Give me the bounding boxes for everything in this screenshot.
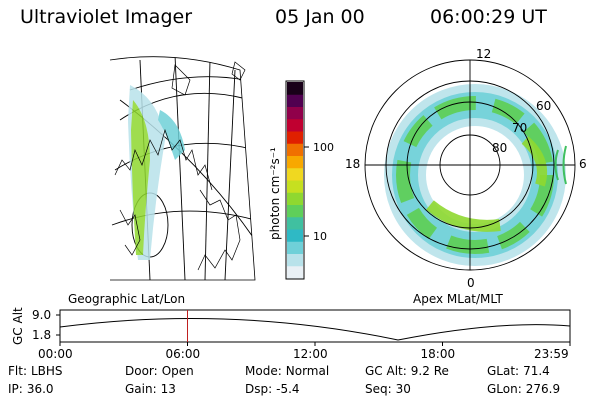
observation-time: 06:00:29 UT <box>430 6 547 28</box>
colorbar-segment <box>287 253 303 267</box>
right-panel-caption: Apex MLat/MLT <box>413 292 503 306</box>
altitude-plot <box>56 309 571 343</box>
observation-date: 05 Jan 00 <box>275 6 365 28</box>
ip-field: IP: 36.0 <box>8 382 54 396</box>
door-field: Door: Open <box>125 364 194 378</box>
alt-x-tick-label: 12:00 <box>293 347 328 361</box>
colorbar-segment <box>287 131 303 144</box>
colorbar-segment <box>287 118 303 132</box>
gain-field: Gain: 13 <box>125 382 176 396</box>
mlt-label-12: 12 <box>476 47 491 61</box>
colorbar-segment <box>287 106 303 120</box>
colorbar-segment <box>287 143 303 156</box>
colorbar-segment <box>287 204 303 218</box>
colorbar-segment <box>287 229 303 242</box>
mlt-label-0: 0 <box>467 276 475 290</box>
mlt-label-6: 6 <box>579 157 587 171</box>
alt-tick-high: 9.0 <box>32 308 51 322</box>
glat-field: GLat: 71.4 <box>487 364 550 378</box>
colorbar-segment <box>287 167 303 181</box>
colorbar-segment <box>287 82 303 95</box>
app-title: Ultraviolet Imager <box>20 6 193 28</box>
mode-field: Mode: Normal <box>245 364 330 378</box>
lat-label-60: 60 <box>536 99 551 113</box>
color-scale-bar <box>285 80 309 280</box>
alt-x-tick-label: 00:00 <box>38 347 73 361</box>
seq-field: Seq: 30 <box>365 382 411 396</box>
alt-tick-low: 1.8 <box>32 328 51 342</box>
colorbar-segment <box>287 241 303 254</box>
colorbar-unit-label: photon cm⁻²s⁻¹ <box>268 147 282 240</box>
colorbar-segment <box>287 216 303 230</box>
alt-x-tick-label: 18:00 <box>421 347 456 361</box>
flt-field: Flt: LBHS <box>8 364 63 378</box>
alt-axis-label: GC Alt <box>11 307 25 345</box>
gc-alt-field: GC Alt: 9.2 Re <box>365 364 449 378</box>
alt-x-tick-label: 06:00 <box>166 347 201 361</box>
mlt-label-18: 18 <box>345 157 360 171</box>
left-panel-caption: Geographic Lat/Lon <box>68 292 186 306</box>
colorbar-tick-high: 100 <box>313 141 334 154</box>
colorbar-tick-low: 10 <box>313 230 327 243</box>
colorbar-segment <box>287 94 303 107</box>
colorbar-segment <box>287 265 303 279</box>
colorbar-segment <box>287 155 303 169</box>
magnetic-polar-plot <box>364 59 576 271</box>
geographic-map <box>109 56 256 281</box>
lat-label-70: 70 <box>512 121 527 135</box>
dsp-field: Dsp: -5.4 <box>245 382 300 396</box>
glon-field: GLon: 276.9 <box>487 382 561 396</box>
lat-label-80: 80 <box>492 141 507 155</box>
colorbar-segment <box>287 180 303 193</box>
alt-x-tick-label: 23:59 <box>534 347 569 361</box>
colorbar-segment <box>287 192 303 205</box>
